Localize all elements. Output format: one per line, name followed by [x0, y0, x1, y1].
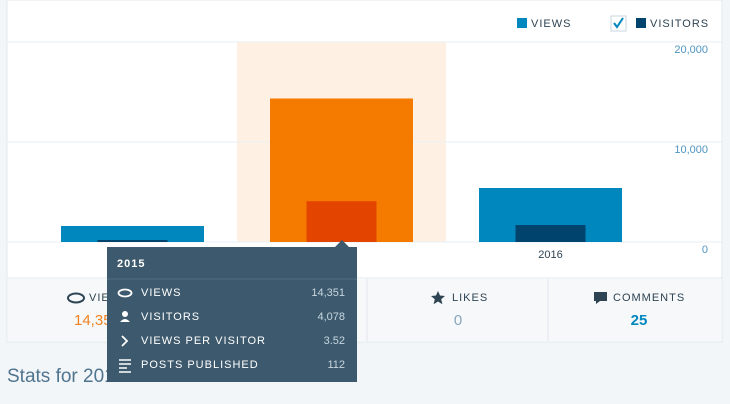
- check-mark: [613, 17, 624, 29]
- tooltip: 2015 VIEWS 14,351 VISITORS 4,078 VIEWS PER V…: [107, 240, 357, 382]
- eye-icon: [117, 288, 133, 298]
- eye-icon: [67, 292, 85, 304]
- bar: [515, 225, 586, 242]
- legend-swatch: [636, 18, 646, 28]
- tooltip-label: VISITORS: [141, 311, 200, 323]
- tooltip-value: 112: [327, 359, 345, 371]
- comment-icon: [594, 292, 607, 304]
- x-tick-label: 2016: [538, 249, 562, 261]
- star-icon: [431, 291, 445, 305]
- y-tick-label: 20,000: [674, 44, 708, 56]
- chevron-icon: [121, 335, 129, 347]
- chart: 0 10,000 20,000 2016 VIEWS VISITORS: [7, 18, 722, 261]
- tooltip-value: 14,351: [311, 287, 345, 299]
- tooltip-value: 4,078: [317, 311, 345, 323]
- person-icon: [120, 319, 130, 322]
- legend-label: VISITORS: [650, 18, 709, 30]
- summary-value: 25: [631, 312, 648, 329]
- summary-label: LIKES: [452, 292, 488, 304]
- legend-swatch: [517, 18, 527, 28]
- tooltip-label: VIEWS: [141, 287, 181, 299]
- heading: Stats for 2015: [7, 366, 125, 387]
- bar: [61, 226, 204, 242]
- y-tick-label: 0: [702, 244, 708, 256]
- tooltip-box: [107, 240, 357, 382]
- summary-value: 0: [454, 312, 462, 329]
- legend-label: VIEWS: [531, 18, 571, 30]
- tooltip-label: POSTS PUBLISHED: [141, 359, 259, 371]
- tooltip-value: 3.52: [324, 335, 345, 347]
- person-icon: [122, 311, 128, 317]
- tooltip-title: 2015: [117, 258, 145, 270]
- tooltip-label: VIEWS PER VISITOR: [141, 335, 266, 347]
- y-tick-label: 10,000: [674, 144, 708, 156]
- summary-label: COMMENTS: [613, 292, 685, 304]
- posts-icon: [119, 359, 131, 373]
- bar: [306, 201, 377, 242]
- bar: [97, 240, 168, 242]
